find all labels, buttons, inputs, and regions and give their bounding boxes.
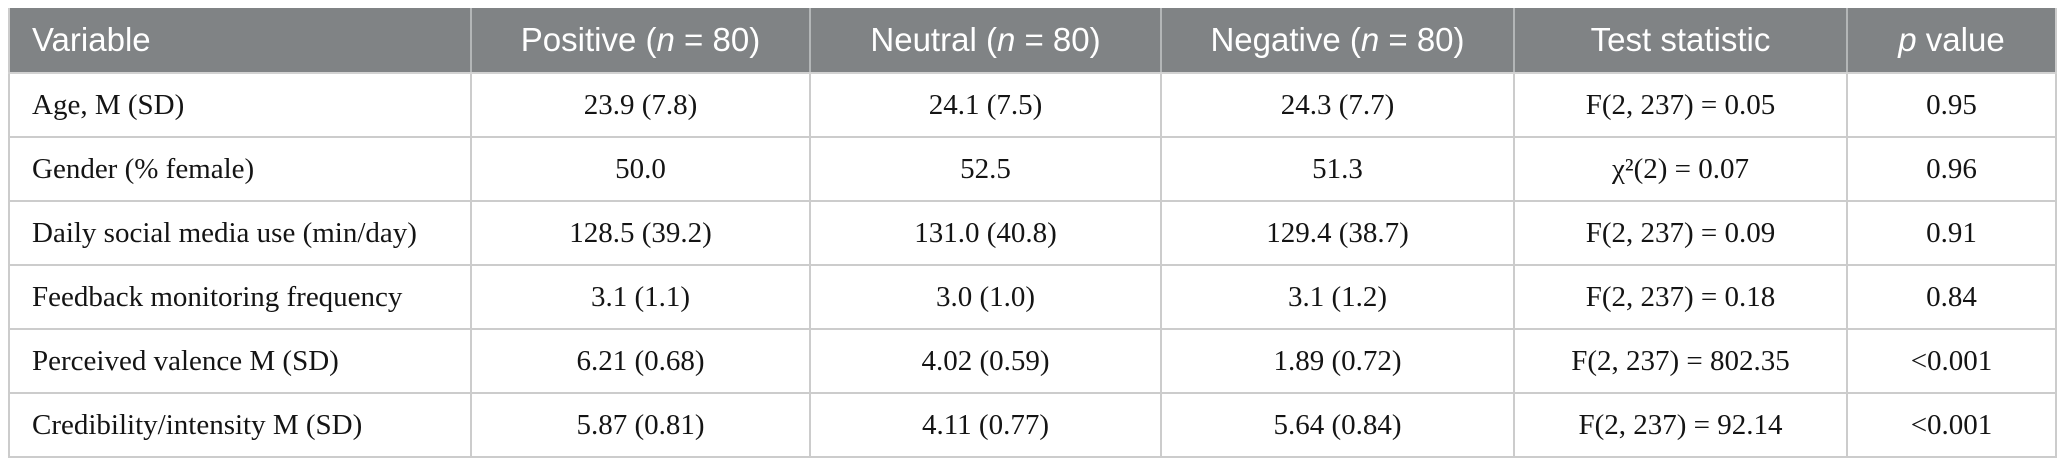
cell-p-value: 0.95 [1846,73,2056,137]
cell-test-statistic: χ²(2) = 0.07 [1513,136,1847,201]
cell-negative: 3.1 (1.2) [1160,264,1514,329]
cell-variable: Gender (% female) [9,136,471,201]
cell-neutral: 131.0 (40.8) [809,200,1161,265]
cell-positive: 128.5 (39.2) [470,200,810,265]
cell-test-statistic: F(2, 237) = 92.14 [1513,392,1847,457]
cell-variable: Daily social media use (min/day) [9,200,471,265]
cell-test-statistic: F(2, 237) = 802.35 [1513,328,1847,393]
cell-neutral: 24.1 (7.5) [809,73,1161,137]
cell-neutral: 4.11 (0.77) [809,392,1161,457]
cell-negative: 5.64 (0.84) [1160,392,1514,457]
cell-test-statistic: F(2, 237) = 0.18 [1513,264,1847,329]
column-header-positive: Positive (n = 80) [470,8,810,74]
cell-positive: 3.1 (1.1) [470,264,810,329]
cell-p-value: <0.001 [1846,392,2056,457]
table-row-social-media-use: Daily social media use (min/day) 128.5 (… [9,200,2056,265]
table-row-gender: Gender (% female) 50.0 52.5 51.3 χ²(2) =… [9,136,2056,201]
cell-negative: 51.3 [1160,136,1514,201]
group-comparison-table: Variable Positive (n = 80) Neutral (n = … [8,8,2057,458]
header-row: Variable Positive (n = 80) Neutral (n = … [9,8,2056,74]
column-header-test-statistic: Test statistic [1513,8,1847,74]
cell-positive: 6.21 (0.68) [470,328,810,393]
cell-positive: 5.87 (0.81) [470,392,810,457]
column-header-neutral: Neutral (n = 80) [809,8,1161,74]
column-header-variable: Variable [9,8,471,74]
cell-p-value: 0.91 [1846,200,2056,265]
cell-negative: 129.4 (38.7) [1160,200,1514,265]
table-row-feedback-monitoring: Feedback monitoring frequency 3.1 (1.1) … [9,264,2056,329]
cell-neutral: 3.0 (1.0) [809,264,1161,329]
cell-positive: 50.0 [470,136,810,201]
cell-variable: Feedback monitoring frequency [9,264,471,329]
column-header-p-value: p value [1846,8,2056,74]
cell-p-value: 0.96 [1846,136,2056,201]
table-row-credibility-intensity: Credibility/intensity M (SD) 5.87 (0.81)… [9,392,2056,457]
column-header-negative: Negative (n = 80) [1160,8,1514,74]
table-row-perceived-valence: Perceived valence M (SD) 6.21 (0.68) 4.0… [9,328,2056,393]
table-header: Variable Positive (n = 80) Neutral (n = … [9,8,2056,74]
cell-positive: 23.9 (7.8) [470,73,810,137]
cell-p-value: 0.84 [1846,264,2056,329]
cell-negative: 1.89 (0.72) [1160,328,1514,393]
cell-variable: Perceived valence M (SD) [9,328,471,393]
cell-negative: 24.3 (7.7) [1160,73,1514,137]
cell-p-value: <0.001 [1846,328,2056,393]
cell-neutral: 4.02 (0.59) [809,328,1161,393]
table-row-age: Age, M (SD) 23.9 (7.8) 24.1 (7.5) 24.3 (… [9,73,2056,137]
cell-variable: Age, M (SD) [9,73,471,137]
cell-neutral: 52.5 [809,136,1161,201]
table-body: Age, M (SD) 23.9 (7.8) 24.1 (7.5) 24.3 (… [9,73,2056,457]
cell-test-statistic: F(2, 237) = 0.05 [1513,73,1847,137]
cell-test-statistic: F(2, 237) = 0.09 [1513,200,1847,265]
cell-variable: Credibility/intensity M (SD) [9,392,471,457]
